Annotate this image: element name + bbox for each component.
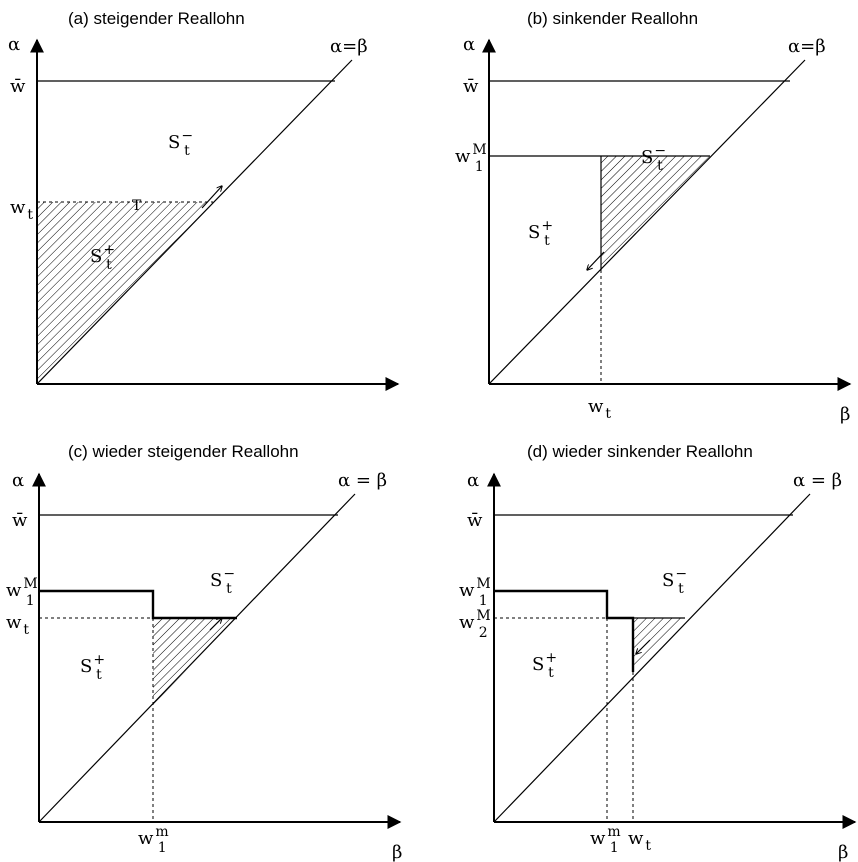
panel-c-wbar-label: w̄ (12, 510, 28, 531)
panel-d-wbar-label: w̄ (467, 510, 483, 531)
panel-b-diagonal (488, 59, 806, 385)
panel-d-step-path (494, 589, 635, 672)
panel-b-region-plus: S+ t (528, 218, 553, 249)
panel-a-diagonal-label: α=β (330, 36, 368, 57)
panel-b-x-label: β (840, 404, 850, 425)
panel-d-arrow (636, 639, 651, 654)
panel-c-title: (c) wieder steigender Reallohn (68, 442, 299, 461)
panel-b-diagonal-label: α=β (788, 36, 826, 57)
panel-d-region-plus: S+ t (532, 650, 557, 681)
panel-d-title: (d) wieder sinkender Reallohn (527, 442, 753, 461)
panel-a-y-label: α (8, 34, 20, 55)
panel-c-arrow (209, 618, 222, 631)
panel-d-diagonal-label: α = β (793, 470, 842, 491)
panel-a-region-minus: S− t (168, 128, 193, 159)
panel-a-diagonal (36, 59, 353, 385)
panel-a-region-plus: S+ t (90, 242, 115, 273)
panel-d: (d) wieder sinkender Reallohn α β α = β … (459, 442, 857, 862)
panel-a-title: (a) steigender Reallohn (68, 9, 245, 28)
panel-d-region-minus: S− t (662, 566, 687, 597)
panel-d-diagonal (493, 493, 811, 823)
panel-b-y-label: α (463, 34, 475, 55)
panel-a-mark-t: T (132, 198, 142, 214)
panel-c-step-path (39, 589, 237, 620)
panel-c-hatched-region (153, 618, 237, 705)
panel-a-arrow (201, 186, 222, 209)
panel-c-y-label: α (12, 470, 24, 491)
panel-b-wbar-label: w̄ (463, 76, 479, 97)
panel-c-diagonal-label: α = β (338, 470, 387, 491)
panel-c-x-label: β (392, 842, 402, 862)
panel-a-wbar-label: w̄ (10, 76, 26, 97)
panel-c-region-minus: S− t (210, 566, 235, 597)
panel-c-diagonal (38, 493, 356, 823)
panel-b-arrow (587, 251, 605, 270)
panel-c: (c) wieder steigender Reallohn α β α = β… (6, 442, 402, 862)
panel-b-region-minus: S− t (641, 143, 666, 174)
panel-d-x-label: β (838, 842, 848, 862)
panel-b-title: (b) sinkender Reallohn (527, 9, 698, 28)
panel-d-hatched-region (633, 618, 685, 672)
panel-c-region-plus: S+ t (80, 652, 105, 683)
panel-d-y-label: α (467, 470, 479, 491)
